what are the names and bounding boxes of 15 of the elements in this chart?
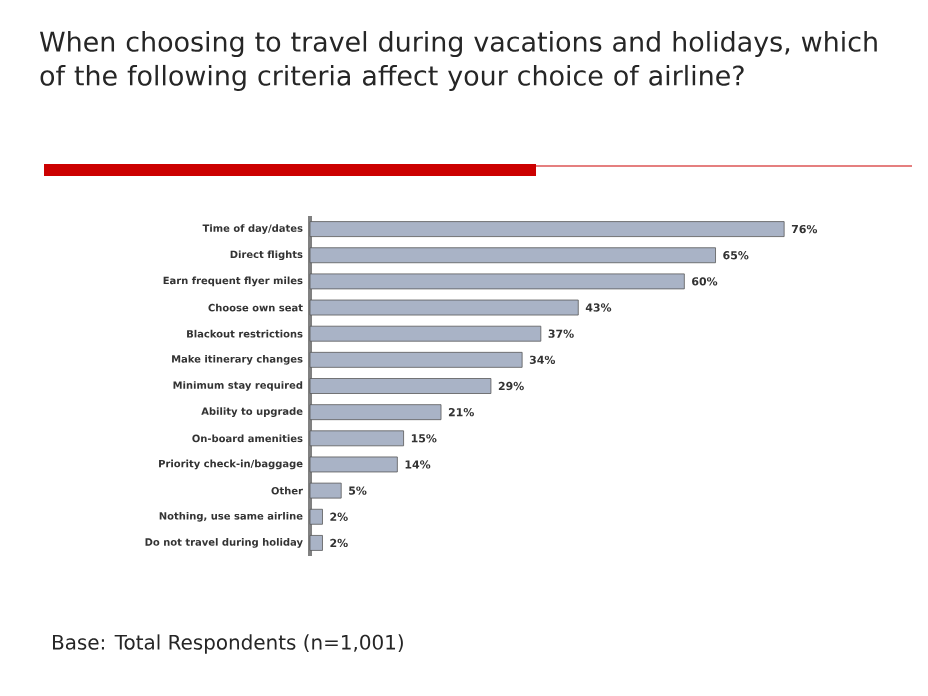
bar <box>309 378 492 394</box>
bar <box>309 273 685 290</box>
bar <box>309 508 323 525</box>
text: Base: Total Respondents (n=1,001) <box>53 634 403 654</box>
bar <box>309 404 442 421</box>
bar <box>309 247 716 264</box>
bar <box>309 482 342 499</box>
chart-title: When choosing to travel during vacations and holidays, which of the following criteria affect your choice of airline? <box>39 31 877 91</box>
bar <box>309 325 542 342</box>
bar <box>309 430 404 447</box>
bar <box>309 351 523 368</box>
bar <box>309 535 323 551</box>
bar <box>309 456 398 473</box>
bar <box>309 299 579 316</box>
bar <box>309 221 785 237</box>
